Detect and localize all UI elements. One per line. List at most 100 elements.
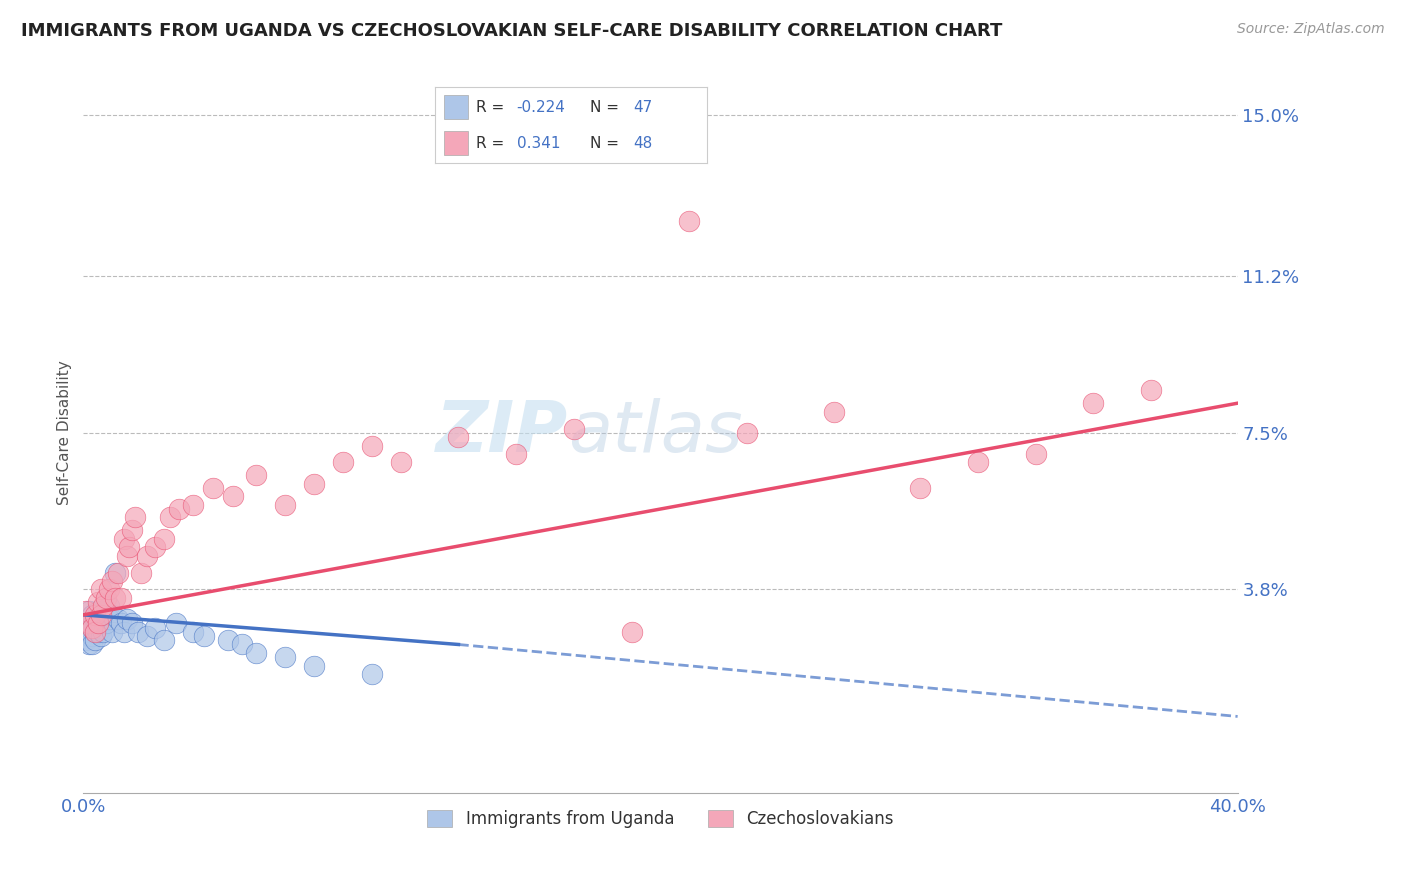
Point [135,549,157,563]
Point [77,638,100,652]
Point [245,468,267,483]
Point [360,667,382,681]
Point [98,599,121,614]
Point [77,616,100,631]
Point [93,612,115,626]
Point [274,498,297,512]
Point [447,430,470,444]
Point [1025,447,1047,461]
Point [360,438,382,452]
Point [96,591,118,605]
Point [118,540,141,554]
Point [112,532,135,546]
Point [98,612,121,626]
Point [823,404,845,418]
Point [83,612,105,626]
Point [77,616,100,631]
Point [83,607,105,622]
Point [222,489,245,503]
Point [90,582,112,597]
Point [101,607,124,622]
Point [90,621,112,635]
Point [562,421,585,435]
Point [389,455,412,469]
Point [129,566,152,580]
Point [153,532,176,546]
Point [908,481,931,495]
Point [93,624,115,639]
Point [75,616,97,631]
Point [107,612,129,626]
Point [77,629,100,643]
Point [107,566,129,580]
Text: atlas: atlas [568,399,742,467]
Point [620,624,643,639]
Point [967,455,990,469]
Point [98,582,121,597]
Point [167,502,190,516]
Point [83,633,105,648]
Point [217,633,239,648]
Point [112,624,135,639]
Point [90,629,112,643]
Point [181,624,204,639]
Point [145,540,167,554]
Point [145,621,167,635]
Point [101,624,124,639]
Point [87,624,110,639]
Point [245,646,267,660]
Point [87,616,110,631]
Point [302,476,325,491]
Point [1140,384,1163,398]
Point [90,607,112,622]
Point [121,523,143,537]
Y-axis label: Self-Care Disability: Self-Care Disability [58,360,72,505]
Point [80,629,103,643]
Point [90,607,112,622]
Point [80,621,103,635]
Point [75,633,97,648]
Point [101,574,124,588]
Point [80,607,103,622]
Point [83,624,105,639]
Point [121,616,143,631]
Legend: Immigrants from Uganda, Czechoslovakians: Immigrants from Uganda, Czechoslovakians [420,803,900,835]
Point [110,616,132,631]
Text: IMMIGRANTS FROM UGANDA VS CZECHOSLOVAKIAN SELF-CARE DISABILITY CORRELATION CHART: IMMIGRANTS FROM UGANDA VS CZECHOSLOVAKIA… [21,22,1002,40]
Point [135,629,157,643]
Point [181,498,204,512]
Point [115,549,138,563]
Point [505,447,527,461]
Point [115,612,138,626]
Point [104,591,127,605]
Point [127,624,149,639]
Point [202,481,225,495]
Point [87,595,110,609]
Point [80,638,103,652]
Point [87,616,110,631]
Point [96,616,118,631]
Point [75,624,97,639]
Point [153,633,176,648]
Point [193,629,215,643]
Point [332,455,354,469]
Text: ZIP: ZIP [436,399,568,467]
Point [1083,396,1105,410]
Point [159,510,181,524]
Point [87,604,110,618]
Point [165,616,187,631]
Point [93,599,115,614]
Point [274,650,297,665]
Point [77,604,100,618]
Text: Source: ZipAtlas.com: Source: ZipAtlas.com [1237,22,1385,37]
Point [75,604,97,618]
Point [80,621,103,635]
Point [83,624,105,639]
Point [735,425,758,440]
Point [110,591,132,605]
Point [104,566,127,580]
Point [231,638,253,652]
Point [302,658,325,673]
Point [96,604,118,618]
Point [124,510,146,524]
